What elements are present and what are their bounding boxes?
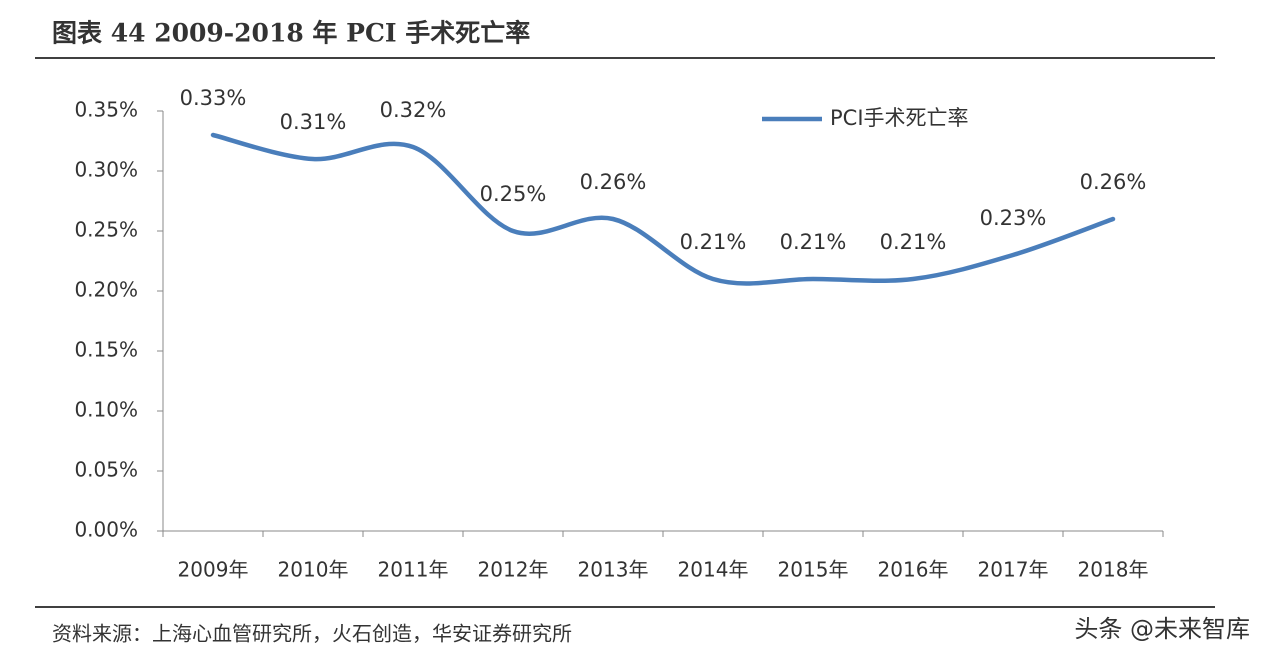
y-tick-label: 0.30%	[74, 158, 138, 182]
x-tick-label: 2015年	[778, 558, 849, 582]
y-tick-label: 0.00%	[74, 518, 138, 542]
chart-title: 图表 44 2009-2018 年 PCI 手术死亡率	[52, 19, 530, 48]
data-label: 0.23%	[980, 206, 1047, 230]
y-tick-label: 0.25%	[74, 218, 138, 242]
watermark: 头条 @未来智库	[1074, 615, 1250, 643]
data-label: 0.21%	[680, 230, 747, 254]
y-tick-label: 0.05%	[74, 458, 138, 482]
data-label: 0.26%	[1080, 170, 1147, 194]
data-label: 0.32%	[380, 98, 447, 122]
data-label: 0.26%	[580, 170, 647, 194]
data-label: 0.21%	[780, 230, 847, 254]
data-label: 0.21%	[880, 230, 947, 254]
x-tick-label: 2013年	[578, 558, 649, 582]
y-tick-label: 0.20%	[74, 278, 138, 302]
line	[210, 132, 1116, 286]
x-tick-label: 2014年	[678, 558, 749, 582]
x-tick-label: 2018年	[1078, 558, 1149, 582]
x-tick-label: 2010年	[278, 558, 349, 582]
y-tick-label: 0.15%	[74, 338, 138, 362]
data-label: 0.31%	[280, 110, 347, 134]
x-tick-label: 2017年	[978, 558, 1049, 582]
x-tick-label: 2012年	[478, 558, 549, 582]
source: 资料来源：上海心血管研究所，火石创造，华安证券研究所	[52, 622, 572, 646]
x-tick-label: 2016年	[878, 558, 949, 582]
legend-label: PCI手术死亡率	[830, 106, 969, 130]
data-label: 0.33%	[180, 86, 247, 110]
x-tick-label: 2011年	[378, 558, 449, 582]
y-tick-label: 0.35%	[74, 98, 138, 122]
x-tick-label: 2009年	[178, 558, 249, 582]
y-tick-label: 0.10%	[74, 398, 138, 422]
data-label: 0.25%	[480, 182, 547, 206]
